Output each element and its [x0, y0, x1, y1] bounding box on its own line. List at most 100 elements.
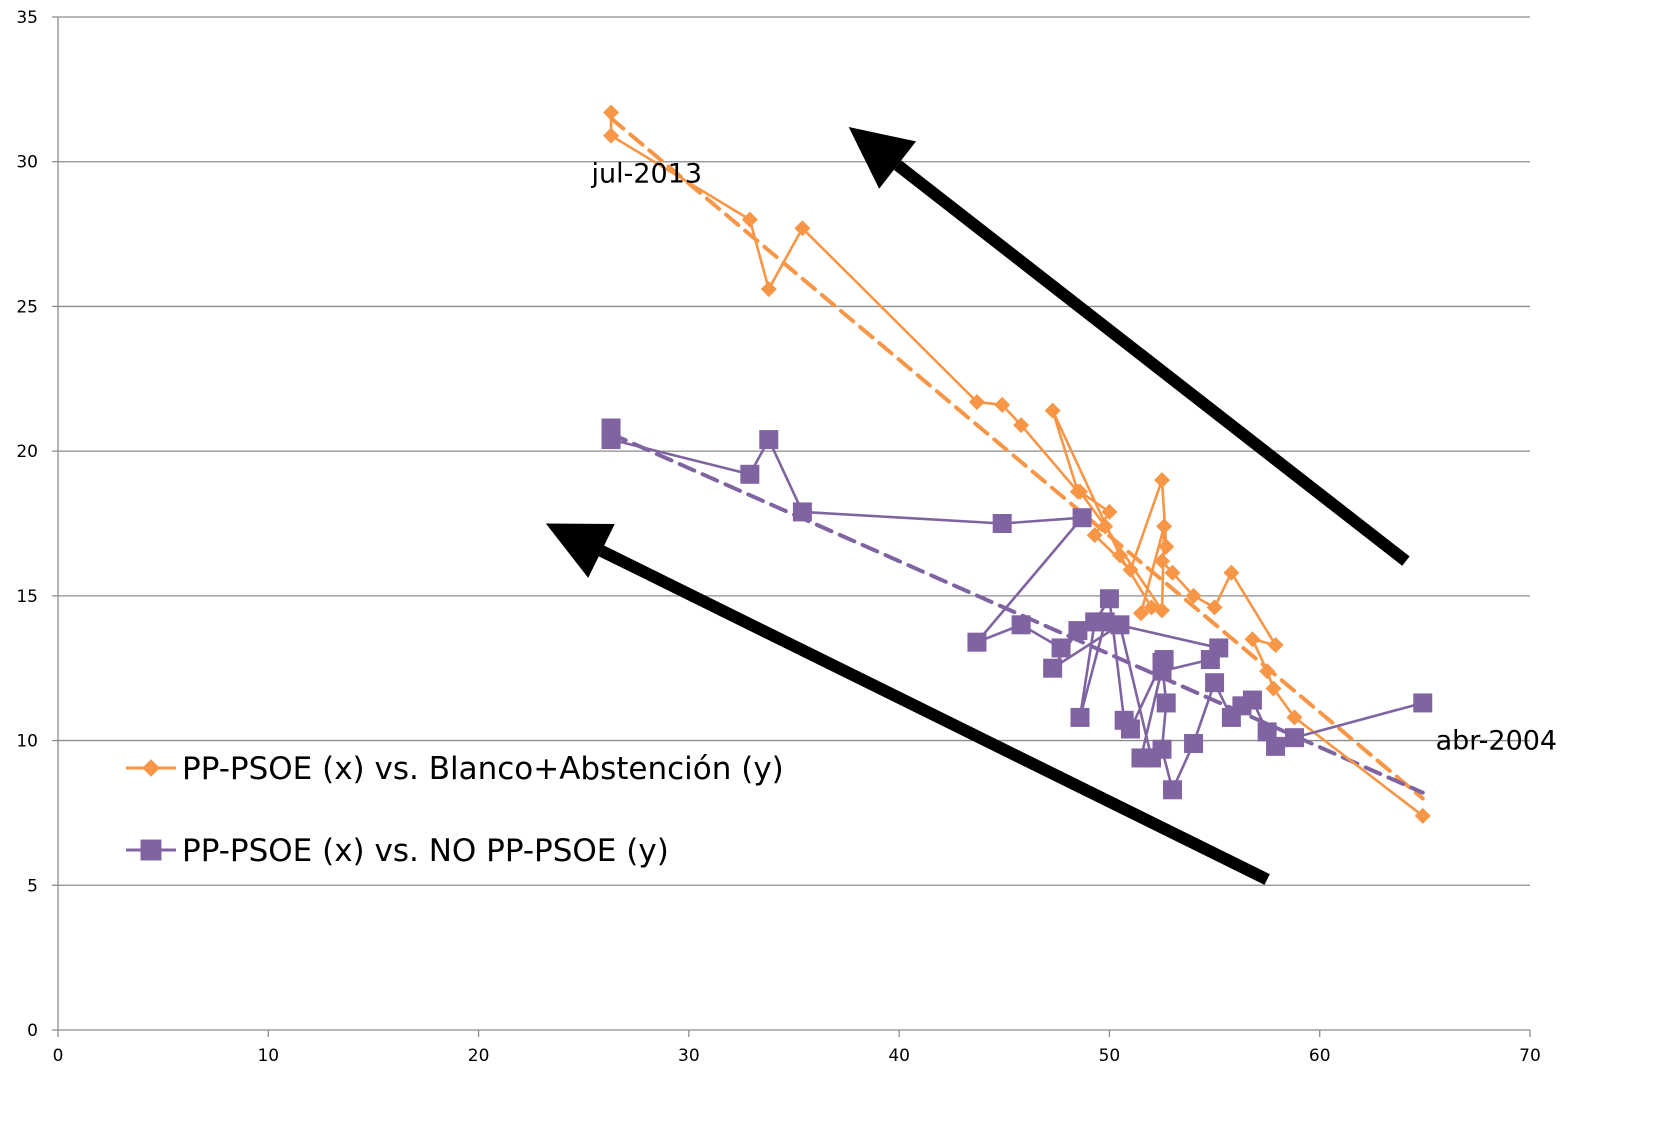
series-2: [601, 418, 1433, 800]
arrow-shaft: [893, 160, 1410, 566]
y-tick-label: 10: [16, 732, 38, 752]
legend-label: PP-PSOE (x) vs. Blanco+Abstención (y): [182, 751, 784, 787]
y-tick-label: 5: [27, 876, 38, 896]
trend-arrow-2: [545, 523, 1270, 885]
data-point: [1414, 807, 1431, 824]
data-point: [994, 396, 1011, 413]
data-point: [1158, 538, 1175, 555]
data-point: [1101, 503, 1118, 520]
data-point: [759, 430, 779, 450]
data-point: [1267, 637, 1284, 654]
x-tick-label: 0: [53, 1046, 64, 1066]
x-tick-label: 30: [678, 1046, 700, 1066]
data-point: [1259, 663, 1276, 680]
data-point: [1154, 650, 1174, 670]
data-point: [760, 281, 777, 298]
x-tick-label: 40: [888, 1046, 910, 1066]
data-point: [794, 220, 811, 237]
data-point: [603, 127, 620, 144]
data-point: [1095, 612, 1115, 632]
data-point: [1114, 710, 1134, 730]
annotations: jul-2013 abr-2004: [591, 158, 1558, 756]
data-point: [1043, 658, 1063, 678]
data-point: [741, 211, 758, 228]
x-tick-label: 60: [1309, 1046, 1331, 1066]
data-point: [1284, 728, 1304, 748]
data-point: [1122, 561, 1139, 578]
data-point: [740, 464, 760, 484]
legend-marker: [140, 839, 162, 861]
data-point: [1265, 680, 1282, 697]
data-point: [1086, 527, 1103, 544]
x-tick-label: 70: [1519, 1046, 1541, 1066]
legend: PP-PSOE (x) vs. Blanco+Abstención (y) PP-…: [126, 751, 784, 869]
data-point: [1413, 693, 1433, 713]
data-point: [1286, 709, 1303, 726]
data-point: [992, 514, 1012, 533]
data-point: [1143, 599, 1160, 616]
data-point: [1097, 518, 1114, 535]
annotation-label: abr-2004: [1436, 726, 1558, 757]
data-point: [1011, 615, 1031, 635]
direction-arrows: [545, 126, 1410, 885]
data-point: [1156, 518, 1173, 535]
legend-entry-2: PP-PSOE (x) vs. NO PP-PSOE (y): [126, 833, 669, 869]
data-point: [1132, 605, 1149, 622]
data-point: [1072, 508, 1092, 528]
data-point: [1110, 615, 1130, 635]
data-point: [1044, 402, 1061, 419]
data-point: [1184, 733, 1204, 753]
data-point: [1221, 707, 1241, 727]
x-tick-label: 10: [257, 1046, 279, 1066]
data-point: [1070, 707, 1090, 727]
data-point: [968, 393, 985, 410]
x-tick-label: 50: [1099, 1046, 1121, 1066]
trendlines: [609, 116, 1425, 801]
axes: 0 5 10 15 20 25 30 35 0 10 20 30 40 50 60 70: [16, 8, 1540, 1066]
data-point: [1164, 564, 1181, 581]
data-point: [1257, 722, 1277, 742]
data-point: [1111, 547, 1128, 564]
annotation-label: jul-2013: [591, 158, 703, 189]
y-tick-label: 30: [16, 153, 38, 173]
data-point: [967, 632, 987, 652]
arrow-shaft: [598, 545, 1270, 885]
data-point: [1223, 564, 1240, 581]
legend-label: PP-PSOE (x) vs. NO PP-PSOE (y): [182, 833, 669, 869]
arrow-head: [848, 126, 917, 189]
data-point: [1154, 472, 1170, 489]
data-point: [1154, 553, 1170, 570]
y-tick-label: 15: [16, 587, 38, 607]
data-point: [792, 502, 812, 522]
y-tick-label: 35: [16, 8, 38, 28]
data-point: [1266, 736, 1286, 756]
data-point: [1156, 693, 1176, 713]
gridlines: [58, 16, 1530, 886]
data-point: [1013, 417, 1030, 434]
data-point: [603, 104, 620, 121]
y-tick-label: 0: [27, 1021, 38, 1041]
y-tick-label: 25: [16, 297, 38, 317]
data-point: [1068, 621, 1088, 641]
series-1: [603, 104, 1431, 824]
arrow-head: [545, 523, 615, 578]
data-point: [1051, 638, 1071, 658]
data-point: [1244, 631, 1261, 648]
y-tick-label: 20: [16, 442, 38, 462]
data-point: [1206, 599, 1223, 616]
data-point: [1205, 673, 1225, 693]
trendline-series-1: [609, 116, 1425, 801]
data-point: [1200, 650, 1220, 670]
data-series: [601, 104, 1433, 824]
data-point: [1185, 587, 1202, 604]
data-point: [1099, 589, 1119, 609]
data-point: [1069, 483, 1086, 500]
data-point: [601, 418, 621, 438]
x-tick-label: 20: [468, 1046, 490, 1066]
data-point: [1163, 780, 1183, 800]
trend-arrow-1: [848, 126, 1410, 566]
legend-marker: [142, 759, 160, 777]
legend-entry-1: PP-PSOE (x) vs. Blanco+Abstención (y): [126, 751, 784, 787]
data-point: [1141, 748, 1161, 768]
